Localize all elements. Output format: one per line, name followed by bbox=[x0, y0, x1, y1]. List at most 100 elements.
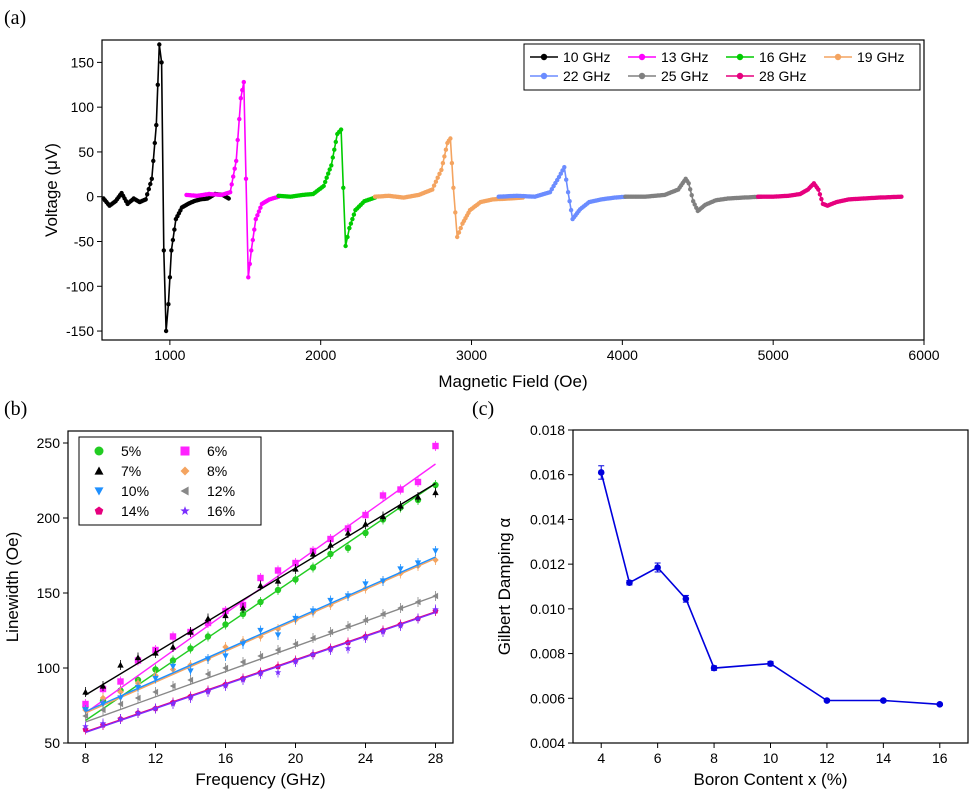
b-data-point bbox=[239, 658, 246, 666]
b-data-point bbox=[169, 657, 177, 664]
b-legend-marker bbox=[94, 487, 104, 496]
b-data-point bbox=[239, 610, 247, 618]
chart-a: 1000 2000 3000 4000 5000 6000 -150 -100 -50 0 50 10… bbox=[42, 39, 940, 391]
b-data-point bbox=[169, 663, 177, 670]
a-data-point bbox=[252, 227, 257, 232]
a-data-point bbox=[562, 165, 567, 170]
a-data-point bbox=[161, 248, 166, 253]
b-legend: 5% 6% 7% 8% 10% 12% 14% 16% bbox=[78, 436, 262, 526]
b-data-point bbox=[117, 715, 124, 722]
b-data-point bbox=[117, 688, 124, 696]
a-data-point bbox=[232, 166, 237, 171]
b-data-point bbox=[397, 486, 404, 493]
a-series-line bbox=[102, 44, 230, 332]
a-data-point bbox=[247, 261, 252, 267]
b-data-point bbox=[239, 641, 247, 648]
b-data-point bbox=[134, 709, 142, 716]
b-data-point bbox=[292, 615, 299, 622]
c-y-tick-label: 0.012 bbox=[530, 556, 565, 572]
b-series-7pct bbox=[82, 482, 439, 697]
a-legend-frame bbox=[523, 43, 921, 91]
a-data-point bbox=[163, 328, 169, 334]
b-data-point bbox=[309, 550, 317, 557]
a-data-point bbox=[235, 137, 240, 143]
b-data-point bbox=[82, 707, 89, 714]
b-legend-marker bbox=[180, 446, 190, 456]
a-data-point bbox=[437, 171, 442, 176]
b-data-point bbox=[432, 592, 439, 600]
c-series-line bbox=[600, 472, 940, 706]
b-data-point bbox=[152, 688, 159, 696]
b-data-point bbox=[292, 640, 299, 648]
b-data-point bbox=[414, 493, 422, 500]
b-data-point bbox=[222, 612, 229, 619]
a-data-point bbox=[819, 196, 824, 202]
b-data-point bbox=[274, 567, 282, 574]
a-data-point bbox=[327, 167, 332, 172]
a-data-point bbox=[455, 234, 460, 240]
a-x-tick-label: 1000 bbox=[154, 347, 185, 363]
b-data-point bbox=[379, 610, 386, 618]
b-data-point bbox=[222, 664, 229, 672]
c-x-tick-label: 12 bbox=[819, 750, 835, 766]
b-data-point bbox=[362, 634, 369, 641]
b-data-point bbox=[152, 675, 159, 682]
b-legend-label: 14% bbox=[121, 503, 149, 519]
b-data-point bbox=[414, 598, 421, 606]
b-data-point bbox=[327, 628, 334, 636]
b-data-point bbox=[152, 666, 159, 673]
b-data-point bbox=[82, 688, 89, 695]
a-data-point bbox=[258, 205, 263, 210]
b-data-point bbox=[309, 564, 317, 571]
b-data-point bbox=[327, 550, 334, 558]
b-data-point bbox=[362, 581, 369, 588]
a-y-tick-label: -100 bbox=[66, 278, 94, 294]
c-x-tick-label: 8 bbox=[710, 750, 718, 766]
a-y-tick-label: 150 bbox=[71, 54, 95, 70]
b-data-point bbox=[292, 576, 299, 583]
a-series-10-ghz bbox=[101, 42, 231, 334]
a-legend-label: 22 GHz bbox=[563, 68, 610, 84]
b-data-point bbox=[344, 529, 352, 536]
b-y-tick-label: 250 bbox=[37, 435, 61, 451]
a-data-point bbox=[238, 96, 243, 101]
b-data-point bbox=[204, 633, 212, 640]
a-y-tick-label: -150 bbox=[66, 323, 94, 339]
b-data-point bbox=[292, 658, 299, 665]
c-data-point bbox=[626, 579, 633, 586]
a-data-point bbox=[560, 168, 565, 173]
b-data-point bbox=[362, 529, 369, 537]
b-legend-marker bbox=[94, 446, 104, 456]
b-data-point bbox=[274, 669, 282, 676]
a-data-point bbox=[250, 237, 255, 243]
b-legend-marker bbox=[180, 466, 190, 476]
a-data-point bbox=[430, 187, 435, 192]
a-data-point bbox=[449, 160, 455, 166]
b-data-point bbox=[239, 604, 247, 611]
a-legend-swatch-marker bbox=[736, 72, 744, 80]
b-data-point bbox=[82, 700, 89, 708]
a-x-axis-label: Magnetic Field (Oe) bbox=[438, 372, 587, 391]
b-legend-frame bbox=[78, 436, 262, 526]
b-data-point bbox=[414, 560, 422, 567]
b-x-tick-label: 20 bbox=[288, 750, 304, 766]
b-plot-frame bbox=[67, 430, 454, 744]
b-data-point bbox=[432, 442, 439, 450]
b-data-point bbox=[257, 582, 264, 589]
c-y-tick-label: 0.006 bbox=[530, 690, 565, 706]
b-data-point bbox=[222, 653, 229, 660]
b-data-point bbox=[379, 492, 387, 499]
b-data-point bbox=[134, 654, 142, 661]
b-data-point bbox=[169, 643, 177, 650]
b-y-tick-label: 200 bbox=[37, 510, 61, 526]
a-data-point bbox=[151, 158, 156, 164]
c-x-tick-label: 16 bbox=[932, 750, 948, 766]
b-data-point bbox=[99, 701, 107, 708]
b-data-point bbox=[309, 608, 317, 615]
a-data-point bbox=[152, 140, 157, 146]
b-data-point bbox=[99, 720, 107, 727]
b-data-point bbox=[187, 668, 194, 675]
a-data-point bbox=[234, 158, 239, 164]
a-data-point bbox=[330, 155, 335, 160]
